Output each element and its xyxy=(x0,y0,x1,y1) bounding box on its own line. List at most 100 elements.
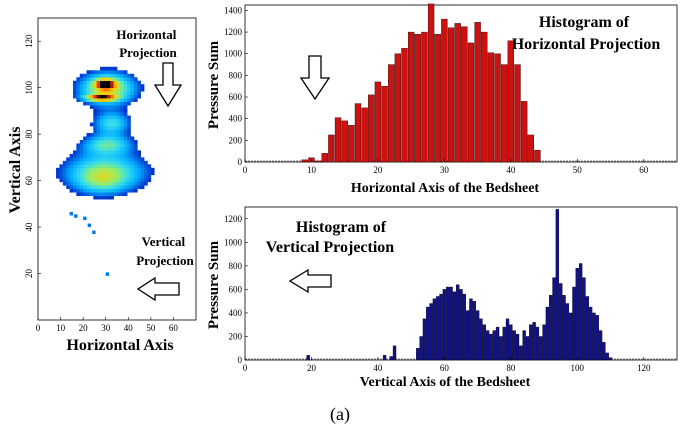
heatmap-cell xyxy=(83,101,87,106)
heatmap-cell xyxy=(106,91,111,95)
heatmap-cell xyxy=(113,91,118,95)
heatmap-cell xyxy=(106,119,111,123)
arrow-down-icon xyxy=(153,62,183,108)
heatmap-cell xyxy=(106,122,111,127)
heatmap-cell xyxy=(76,167,81,172)
heatmap-cell xyxy=(69,160,74,165)
heatmap-cell xyxy=(123,101,128,106)
y-tick-label: 1000 xyxy=(224,237,243,247)
heatmap-cell xyxy=(137,181,141,186)
heatmap-cell xyxy=(96,195,101,200)
heatmap-cell xyxy=(120,91,125,95)
heatmap-cell xyxy=(117,167,121,172)
heatmap-cell xyxy=(147,178,152,183)
heatmap-cell xyxy=(100,70,104,75)
heatmap-cell xyxy=(106,185,111,190)
heatmap-cell xyxy=(96,112,101,116)
heatmap-cell xyxy=(137,84,141,88)
heatmap-cell xyxy=(123,70,128,75)
x-tick-label: 20 xyxy=(307,363,317,373)
heatmap-cell xyxy=(86,87,91,92)
heatmap-cell xyxy=(113,80,118,85)
heatmap-cell xyxy=(144,164,148,169)
heatmap-cell xyxy=(100,181,104,186)
heatmap-cell xyxy=(110,185,114,190)
heatmap-cell xyxy=(56,171,60,176)
heatmap-cell xyxy=(59,167,64,172)
heatmap-cell xyxy=(144,160,148,165)
heatmap-cell xyxy=(140,174,145,179)
heatmap-cell xyxy=(79,160,84,165)
x-tick-label: 40 xyxy=(506,165,516,175)
heatmap-cell xyxy=(62,164,67,169)
heatmap-cell xyxy=(117,91,121,95)
heatmap-cell xyxy=(103,77,108,82)
heatmap-cell xyxy=(117,139,121,144)
heatmap-cell xyxy=(66,164,70,169)
heatmap-cell xyxy=(117,112,121,116)
heatmap-cell xyxy=(96,94,101,99)
heatmap-cell xyxy=(76,77,81,82)
heatmap-cell xyxy=(123,185,128,190)
horizontal-histogram-annotation: Histogram of Horizontal Projection xyxy=(512,14,661,53)
heatmap-cell xyxy=(106,98,111,102)
histogram-bar xyxy=(436,296,440,361)
heatmap-cell xyxy=(117,146,121,151)
heatmap-cell xyxy=(86,153,91,158)
histogram-bar xyxy=(598,330,603,361)
heatmap-cell xyxy=(79,80,84,85)
heatmap-cell xyxy=(110,126,114,130)
heatmap-cell xyxy=(103,80,108,85)
heatmap-cell xyxy=(89,132,94,137)
heatmap-cell xyxy=(79,157,84,162)
heatmap-cell xyxy=(110,91,114,95)
heatmap-cell xyxy=(103,115,108,120)
heatmap-cell xyxy=(96,119,101,123)
heatmap-cell xyxy=(83,216,87,221)
y-tick-label: 200 xyxy=(229,135,243,145)
heatmap-cell xyxy=(100,94,104,99)
heatmap-cell xyxy=(86,171,91,176)
heatmap-cell xyxy=(100,167,104,172)
heatmap-cell xyxy=(83,153,87,158)
heatmap-cell xyxy=(93,178,97,183)
heatmap-cell xyxy=(127,146,131,151)
histogram-bar xyxy=(407,31,415,163)
heatmap-cell xyxy=(103,108,108,113)
y-tick-label: 60 xyxy=(24,176,34,186)
heatmap-cell xyxy=(133,146,138,151)
heatmap-cell xyxy=(110,171,114,176)
heatmap-cell xyxy=(117,153,121,158)
vertical-histogram-x-ticks: 0 20 40 60 80 100 120 xyxy=(243,357,651,373)
heatmap-cell xyxy=(123,167,128,172)
heatmap-cell xyxy=(127,84,131,88)
heatmap-cell xyxy=(103,153,108,158)
heatmap-cell xyxy=(137,178,141,183)
heatmap-cell xyxy=(103,139,108,144)
heatmap-cell xyxy=(96,70,101,75)
heatmap-cell xyxy=(117,185,121,190)
heatmap-cell xyxy=(133,181,138,186)
heatmap-cell xyxy=(56,174,60,179)
heatmap-cell xyxy=(123,126,128,130)
histogram-bar xyxy=(535,326,540,361)
heatmap-cell xyxy=(127,185,131,190)
heatmap-cell xyxy=(72,94,77,99)
heatmap-cell xyxy=(62,181,67,186)
heatmap-cell xyxy=(140,178,145,183)
y-tick-label: 0 xyxy=(238,157,243,167)
heatmap-cell xyxy=(137,174,141,179)
heatmap-cell xyxy=(79,192,84,197)
heatmap-cell xyxy=(123,87,128,92)
heatmap-cell xyxy=(100,126,104,130)
heatmap-cell xyxy=(79,188,84,193)
histogram-bar xyxy=(529,324,533,361)
histogram-bar xyxy=(368,94,375,163)
heatmap-cell xyxy=(86,143,91,148)
heatmap-cell xyxy=(76,91,81,95)
heatmap-cell xyxy=(93,164,97,169)
heatmap-cell xyxy=(133,160,138,165)
histogram-bar xyxy=(562,295,566,361)
heatmap-cell xyxy=(120,178,125,183)
heatmap-cell xyxy=(117,143,121,148)
